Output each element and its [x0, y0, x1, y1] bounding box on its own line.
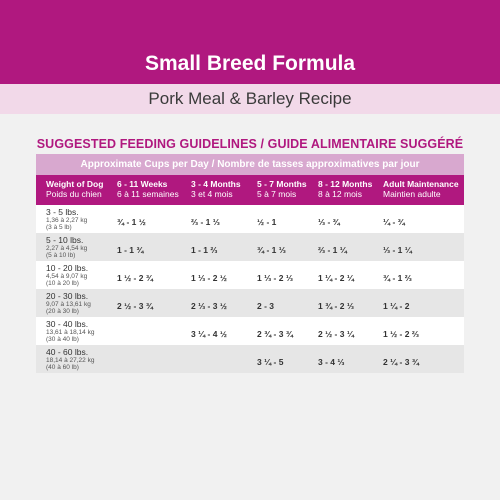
weight-lb-fr: (10 à 20 lb) [46, 280, 79, 287]
cups-5-7-months: 2 - 3 [257, 301, 275, 311]
cups-6-11-weeks: 1 ½ - 2 ¾ [117, 273, 153, 283]
cups-6-11-weeks [117, 328, 191, 334]
feeding-table: Approximate Cups per Day / Nombre de tas… [36, 154, 464, 373]
recipe-subtitle: Pork Meal & Barley Recipe [148, 89, 352, 108]
title-band [0, 0, 500, 84]
cups-6-11-weeks [117, 356, 191, 362]
column-header-label-fr: 3 et 4 mois [191, 189, 233, 199]
weight-lbs: 30 - 40 lbs. [46, 318, 89, 329]
weight-lbs: 5 - 10 lbs. [46, 234, 84, 245]
weight-cell: 20 - 30 lbs. 9,07 à 13,61 kg (20 à 30 lb… [36, 291, 117, 316]
weight-cell: 3 - 5 lbs. 1,36 à 2,27 kg (3 à 5 lb) [36, 207, 117, 232]
weight-cell: 10 - 20 lbs. 4,54 à 9,07 kg (10 à 20 lb) [36, 263, 117, 288]
weight-lb-fr: (40 à 60 lb) [46, 364, 79, 371]
column-header-6-11-weeks: 6 - 11 Weeks 6 à 11 semaines [117, 179, 191, 205]
cups-adult: ¾ - 1 ⅔ [383, 273, 412, 283]
cups-8-12-months: 1 ¾ - 2 ⅓ [318, 301, 354, 311]
cups-adult: 2 ¼ - 3 ¾ [383, 357, 419, 367]
cups-8-12-months: 1 ¼ - 2 ¼ [318, 273, 354, 283]
table-header-row: Weight of Dog Poids du chien 6 - 11 Week… [36, 175, 464, 205]
weight-kg: 2,27 à 4,54 kg [46, 244, 88, 252]
cups-3-4-months: 1 - 1 ⅔ [191, 245, 218, 255]
weight-kg: 9,07 à 13,61 kg [46, 300, 91, 308]
cups-6-11-weeks: ¾ - 1 ½ [117, 217, 146, 227]
cups-3-4-months: 3 ¼ - 4 ½ [191, 329, 227, 339]
cups-5-7-months: ½ - 1 [257, 217, 277, 227]
weight-lbs: 20 - 30 lbs. [46, 290, 89, 301]
weight-kg: 4,54 à 9,07 kg [46, 272, 88, 280]
weight-cell: 30 - 40 lbs. 13,61 à 18,14 kg (30 à 40 l… [36, 319, 117, 344]
column-header-label: 8 - 12 Months [318, 179, 373, 189]
column-header-3-4-months: 3 - 4 Months 3 et 4 mois [191, 179, 257, 205]
column-header-label: 3 - 4 Months [191, 179, 241, 189]
cups-5-7-months: 2 ¾ - 3 ¾ [257, 329, 293, 339]
cups-adult: 1 ¼ - 2 [383, 301, 410, 311]
weight-cell: 5 - 10 lbs. 2,27 à 4,54 kg (5 à 10 lb) [36, 235, 117, 260]
subtitle-band [0, 84, 500, 114]
table-row: 30 - 40 lbs. 13,61 à 18,14 kg (30 à 40 l… [36, 317, 464, 345]
feeding-guidelines-heading: SUGGESTED FEEDING GUIDELINES / GUIDE ALI… [36, 137, 464, 151]
formula-title: Small Breed Formula [144, 52, 356, 75]
cups-6-11-weeks: 1 - 1 ¾ [117, 245, 144, 255]
column-header-label-fr: Poids du chien [46, 189, 102, 199]
cups-3-4-months: 2 ⅓ - 3 ½ [191, 301, 227, 311]
table-row: 40 - 60 lbs. 18,14 à 27,22 kg (40 à 60 l… [36, 345, 464, 373]
column-header-weight: Weight of Dog Poids du chien [36, 179, 117, 205]
cups-3-4-months [191, 356, 257, 362]
table-row: 20 - 30 lbs. 9,07 à 13,61 kg (20 à 30 lb… [36, 289, 464, 317]
approx-cups-banner: Approximate Cups per Day / Nombre de tas… [36, 154, 464, 175]
weight-lb-fr: (3 à 5 lb) [46, 224, 72, 231]
weight-kg: 18,14 à 27,22 kg [46, 356, 95, 364]
cups-6-11-weeks: 2 ½ - 3 ¾ [117, 301, 153, 311]
weight-lb-fr: (5 à 10 lb) [46, 252, 76, 259]
column-header-adult-maintenance: Adult Maintenance Maintien adulte [383, 179, 464, 205]
cups-8-12-months: 2 ½ - 3 ¼ [318, 329, 354, 339]
weight-cell: 40 - 60 lbs. 18,14 à 27,22 kg (40 à 60 l… [36, 347, 117, 372]
column-header-label-fr: 5 à 7 mois [257, 189, 297, 199]
table-row: 3 - 5 lbs. 1,36 à 2,27 kg (3 à 5 lb) ¾ -… [36, 205, 464, 233]
column-header-5-7-months: 5 - 7 Months 5 à 7 mois [257, 179, 318, 205]
cups-3-4-months: 1 ⅓ - 2 ½ [191, 273, 227, 283]
weight-kg: 13,61 à 18,14 kg [46, 328, 95, 336]
table-row: 10 - 20 lbs. 4,54 à 9,07 kg (10 à 20 lb)… [36, 261, 464, 289]
column-header-label: 6 - 11 Weeks [117, 179, 168, 189]
column-header-label-fr: 8 à 12 mois [318, 189, 362, 199]
cups-5-7-months: ¾ - 1 ⅓ [257, 245, 286, 255]
cups-5-7-months: 3 ¼ - 5 [257, 357, 284, 367]
column-header-8-12-months: 8 - 12 Months 8 à 12 mois [318, 179, 383, 205]
cups-adult: ⅓ - 1 ¼ [383, 245, 412, 255]
cups-adult: 1 ½ - 2 ⅔ [383, 329, 419, 339]
weight-lb-fr: (30 à 40 lb) [46, 336, 79, 343]
column-header-label: 5 - 7 Months [257, 179, 307, 189]
weight-lbs: 3 - 5 lbs. [46, 206, 79, 217]
cups-5-7-months: 1 ⅓ - 2 ⅓ [257, 273, 293, 283]
column-header-label-fr: 6 à 11 semaines [117, 189, 179, 199]
weight-lbs: 40 - 60 lbs. [46, 346, 89, 357]
weight-lbs: 10 - 20 lbs. [46, 262, 89, 273]
column-header-label: Weight of Dog [46, 179, 104, 189]
weight-kg: 1,36 à 2,27 kg [46, 216, 88, 224]
cups-8-12-months: ⅔ - 1 ¼ [318, 245, 347, 255]
cups-8-12-months: ⅓ - ¾ [318, 217, 340, 227]
weight-lb-fr: (20 à 30 lb) [46, 308, 79, 315]
cups-adult: ¼ - ¾ [383, 217, 405, 227]
table-row: 5 - 10 lbs. 2,27 à 4,54 kg (5 à 10 lb) 1… [36, 233, 464, 261]
column-header-label-fr: Maintien adulte [383, 189, 441, 199]
cups-8-12-months: 3 - 4 ⅓ [318, 357, 345, 367]
column-header-label: Adult Maintenance [383, 179, 459, 189]
cups-3-4-months: ⅔ - 1 ⅓ [191, 217, 220, 227]
